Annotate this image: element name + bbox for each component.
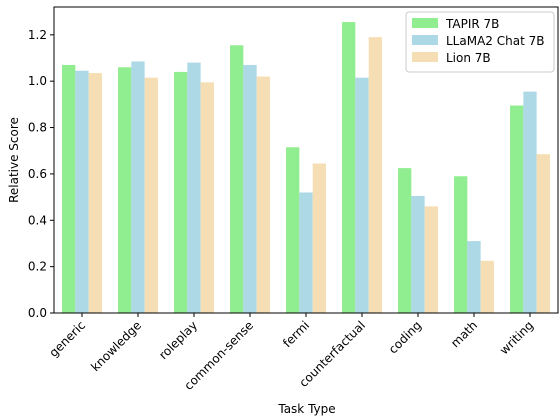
legend-label: TAPIR 7B	[445, 17, 499, 31]
bar	[187, 62, 201, 313]
y-tick-label: 0.6	[28, 167, 47, 181]
bar	[174, 71, 188, 313]
bar	[523, 91, 537, 313]
y-tick-label: 1.2	[28, 28, 47, 42]
bar	[355, 77, 369, 313]
bar	[286, 147, 300, 313]
bar	[230, 45, 244, 313]
x-tick-label: fermi	[280, 318, 312, 350]
bar	[312, 163, 326, 313]
bar	[131, 61, 145, 314]
legend-swatch	[412, 52, 438, 62]
plot-frame	[53, 6, 559, 314]
y-tick-label: 0.8	[28, 121, 47, 135]
y-axis-title: Relative Score	[7, 117, 21, 203]
bar	[480, 260, 494, 313]
x-tick-label: roleplay	[156, 318, 200, 362]
legend-swatch	[412, 35, 438, 45]
bar	[510, 105, 524, 313]
x-tick-label: knowledge	[88, 318, 144, 374]
y-tick-label: 0.2	[28, 260, 47, 274]
legend-swatch	[412, 18, 438, 28]
y-tick-label: 0.4	[28, 213, 47, 227]
bar	[144, 77, 158, 313]
bar	[454, 176, 468, 313]
bar	[88, 73, 102, 314]
bar	[75, 70, 89, 313]
bar	[467, 241, 481, 313]
legend-label: LLaMA2 Chat 7B	[446, 34, 544, 48]
legend-label: Lion 7B	[446, 51, 491, 65]
legend-box	[405, 11, 555, 73]
bar	[368, 37, 382, 314]
bar	[200, 82, 214, 313]
bar	[342, 22, 356, 314]
bar	[398, 168, 412, 313]
bar	[424, 206, 438, 313]
bar	[62, 64, 76, 313]
x-tick-label: math	[448, 318, 480, 350]
bar	[256, 76, 270, 313]
bar	[118, 67, 132, 313]
x-tick-label: writing	[497, 318, 536, 357]
x-axis-title: Task Type	[277, 402, 335, 416]
bar	[299, 192, 313, 313]
bar	[411, 195, 425, 313]
bar	[536, 154, 550, 313]
x-tick-label: generic	[47, 318, 89, 360]
bar	[243, 64, 257, 313]
bars-layer	[62, 22, 550, 314]
y-tick-label: 1.0	[28, 74, 47, 88]
y-axis: 0.0 0.2 0.4 0.6 0.8 1.0 1.2	[28, 28, 54, 320]
legend: TAPIR 7B LLaMA2 Chat 7B Lion 7B	[405, 11, 555, 73]
x-tick-label: coding	[386, 318, 424, 356]
y-tick-label: 0.0	[28, 306, 47, 320]
